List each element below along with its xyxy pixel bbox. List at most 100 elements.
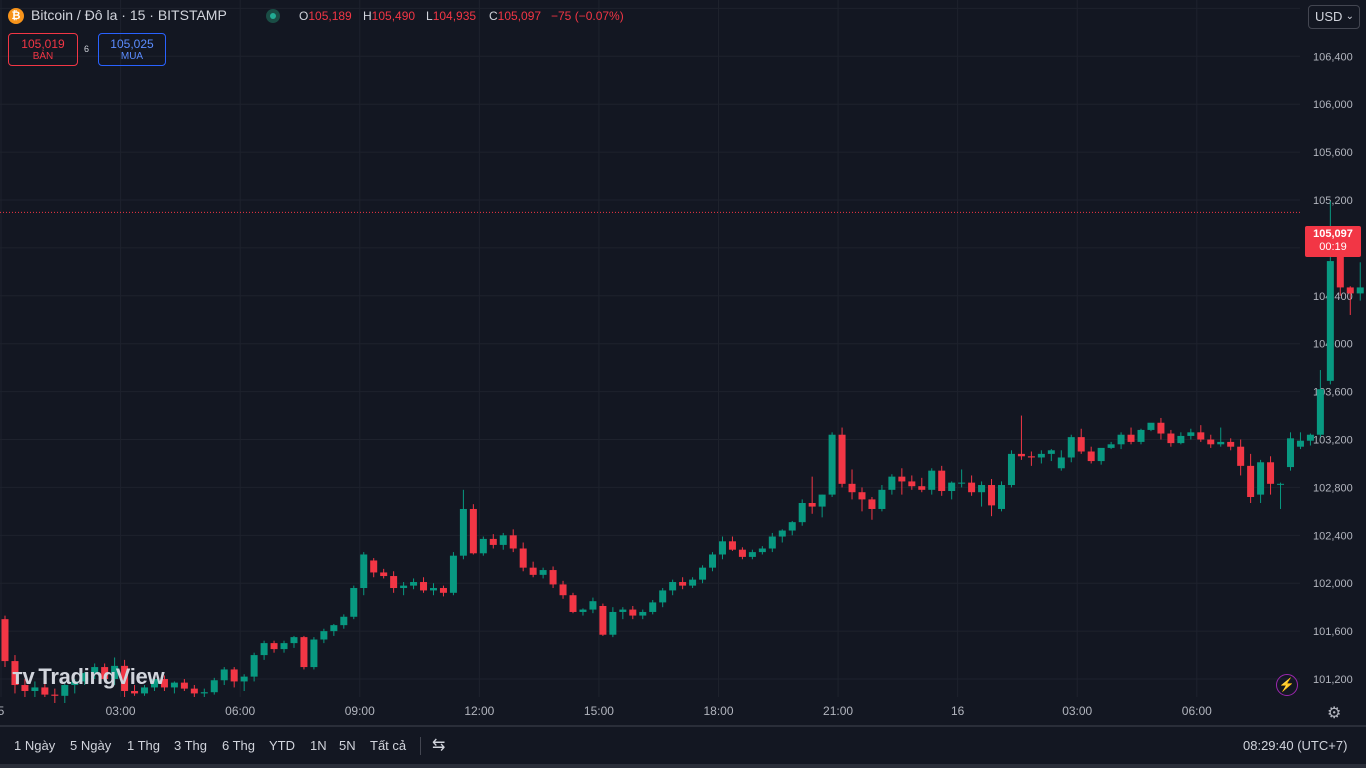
candle-body — [160, 679, 168, 688]
candle-down — [1197, 425, 1205, 442]
candle-down — [300, 635, 308, 670]
bar-countdown: 00:19 — [1319, 241, 1347, 253]
candle-down — [549, 566, 557, 589]
goto-date-icon[interactable]: ⇆ — [432, 737, 446, 754]
candle-down — [1087, 446, 1095, 464]
candle-down — [439, 585, 447, 597]
candle-body — [290, 637, 298, 644]
x-tick-label: 15:00 — [584, 704, 614, 718]
candle-body — [699, 567, 707, 580]
range-1m-button[interactable]: 1 Thg — [127, 738, 161, 753]
tradingview-logo[interactable]: ᴛᴠ TradingView — [12, 664, 165, 689]
candle-body — [1346, 287, 1354, 294]
candle-body — [848, 483, 856, 493]
candle-body — [420, 582, 428, 591]
candle-up — [778, 529, 786, 543]
gear-icon[interactable]: ⚙ — [1327, 705, 1342, 722]
candle-up — [31, 681, 39, 697]
currency-select[interactable]: USD ⌄ — [1308, 5, 1360, 29]
clock[interactable]: 08:29:40 (UTC+7) — [1243, 738, 1348, 753]
candle-body — [1087, 451, 1095, 462]
candle-body — [828, 434, 836, 495]
candle-up — [948, 481, 956, 500]
candle-down — [380, 568, 388, 579]
candle-up — [1306, 433, 1314, 446]
candle-body — [429, 588, 437, 591]
candle-up — [1217, 427, 1225, 447]
candle-body — [928, 470, 936, 490]
candle-up — [280, 640, 288, 653]
candle-body — [1117, 434, 1125, 445]
candle-body — [1286, 438, 1294, 468]
range-ytd-button[interactable]: YTD — [269, 738, 295, 753]
candle-body — [1147, 422, 1155, 430]
candle-body — [1197, 432, 1205, 440]
candle-body — [270, 643, 278, 650]
candle-body — [350, 588, 358, 617]
candle-up — [958, 469, 966, 488]
candle-up — [639, 609, 647, 620]
candle-body — [280, 643, 288, 650]
candle-up — [240, 674, 248, 692]
candle-up — [200, 688, 208, 697]
candle-down — [1027, 451, 1035, 466]
candle-body — [1007, 453, 1015, 486]
range-5d-button[interactable]: 5 Ngày — [70, 738, 112, 753]
market-status-icon[interactable] — [266, 9, 280, 23]
candle-up — [1047, 449, 1055, 462]
x-tick-label: 06:00 — [1182, 704, 1212, 718]
candle-body — [260, 643, 268, 656]
candle-body — [21, 685, 29, 692]
candle-up — [788, 520, 796, 536]
candle-down — [41, 683, 49, 697]
symbol-title[interactable]: Bitcoin / Đô la · 15 · BITSTAMP — [31, 7, 227, 23]
lightning-icon[interactable]: ⚡ — [1276, 674, 1298, 696]
price-chart[interactable]: 101,200 101,600 102,000 102,400 102,800 103,2… — [0, 0, 1366, 726]
ohlc-low: L104,935 — [426, 9, 477, 23]
candle-body — [868, 499, 876, 509]
candle-body — [330, 625, 338, 632]
chevron-down-icon: ⌄ — [1345, 11, 1354, 22]
candle-body — [439, 588, 447, 593]
candle-body — [629, 609, 637, 616]
candle-down — [180, 679, 188, 692]
y-tick-label: 102,000 — [1313, 578, 1353, 590]
candle-body — [310, 639, 318, 668]
candle-up — [210, 677, 218, 695]
last-price-badge: 105,097 00:19 — [1305, 226, 1361, 257]
range-3m-button[interactable]: 3 Thg — [174, 738, 208, 753]
range-1d-button[interactable]: 1 Ngày — [14, 738, 56, 753]
range-1y-button[interactable]: 1N — [310, 738, 327, 753]
range-5y-button[interactable]: 5N — [339, 738, 356, 753]
candle-down — [529, 561, 537, 578]
candle-body — [778, 530, 786, 537]
candle-body — [61, 685, 69, 696]
candle-up — [589, 597, 597, 614]
candle-up — [748, 549, 756, 560]
candle-down — [190, 685, 198, 697]
ohlc-high: H105,490 — [363, 9, 416, 23]
candle-up — [1356, 262, 1364, 301]
candle-body — [410, 582, 418, 586]
candle-body — [858, 492, 866, 500]
buy-button[interactable]: 105,025 MUA — [98, 33, 166, 66]
candle-down — [469, 504, 477, 555]
candle-up — [429, 583, 437, 596]
candle-down — [11, 655, 19, 694]
candle-down — [519, 542, 527, 572]
chart-header: ₿ Bitcoin / Đô la · 15 · BITSTAMP O105,1… — [0, 0, 1300, 32]
range-6m-button[interactable]: 6 Thg — [222, 738, 256, 753]
candle-body — [948, 482, 956, 492]
candle-body — [898, 476, 906, 482]
candle-up — [998, 481, 1005, 512]
candle-body — [1217, 441, 1225, 445]
range-all-button[interactable]: Tất cả — [370, 738, 407, 753]
candle-up — [1187, 428, 1195, 440]
candle-up — [400, 582, 408, 596]
candle-up — [170, 681, 178, 694]
candle-down — [599, 603, 607, 636]
candle-body — [1, 619, 9, 662]
sell-button[interactable]: 105,019 BÁN — [8, 33, 78, 66]
candle-up — [1117, 432, 1125, 450]
candle-down — [489, 534, 497, 549]
